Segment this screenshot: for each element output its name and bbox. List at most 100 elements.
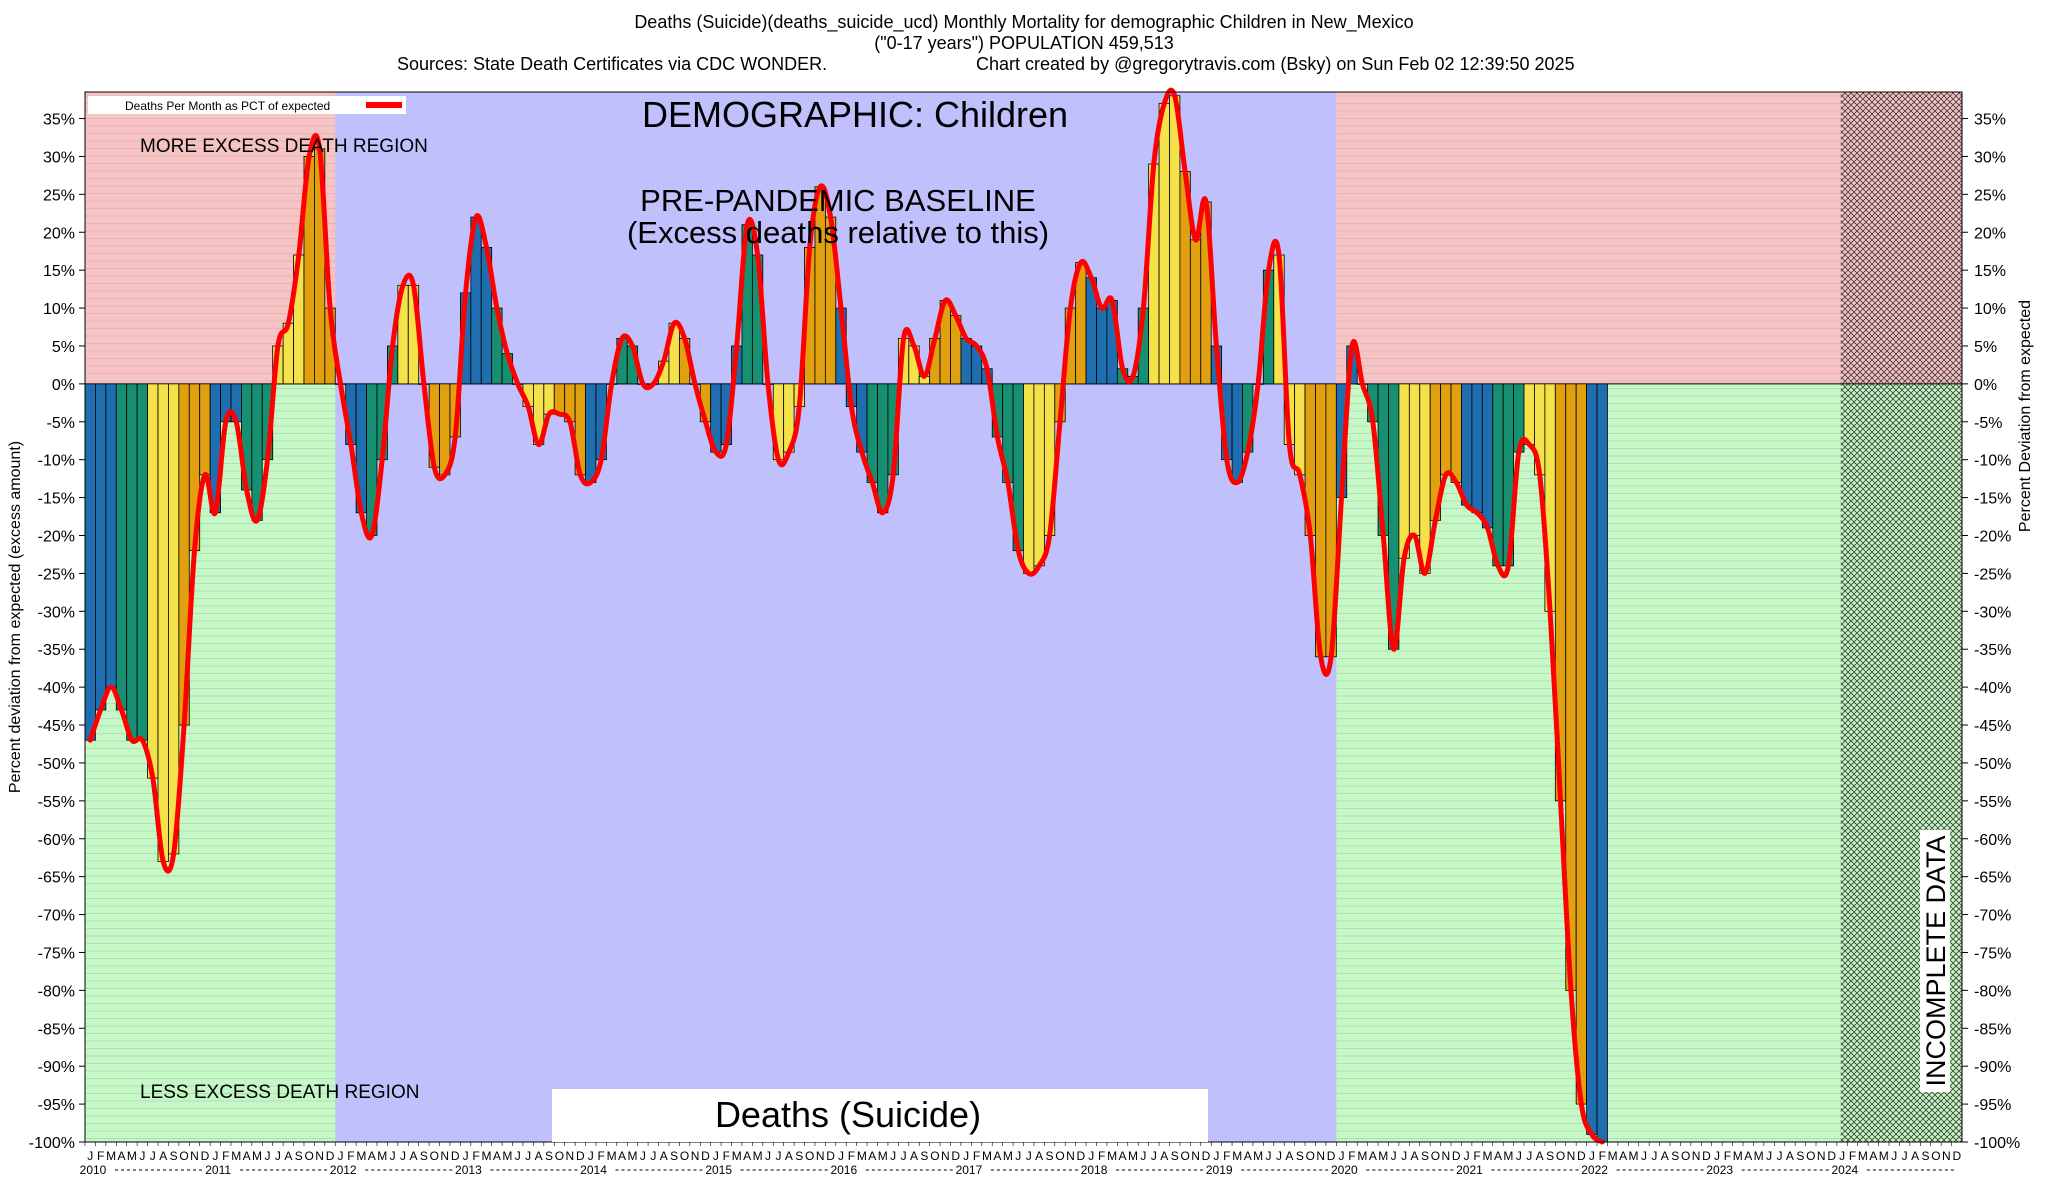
xtick-month: F [973,1149,980,1163]
baseline-label-1: PRE-PANDEMIC BASELINE [640,183,1036,218]
ytick-label-right: 20% [1974,225,2006,242]
xtick-month: F [1223,1149,1230,1163]
xtick-month: N [1441,1149,1450,1163]
sources-text: Sources: State Death Certificates via CD… [397,54,828,74]
xtick-month: N [315,1149,324,1163]
xtick-month: O [1931,1149,1940,1163]
bar-8 [168,383,180,855]
xtick-month: J [1891,1149,1897,1163]
xtick-month: D [201,1149,210,1163]
xtick-month: A [409,1149,417,1163]
xtick-month: M [1858,1149,1868,1163]
xtick-month: A [368,1149,376,1163]
xtick-month: J [400,1149,406,1163]
xtick-month: J [390,1149,396,1163]
xtick-month: A [1744,1149,1752,1163]
bar-130 [1440,383,1452,476]
ytick-label-left: -20% [38,529,75,546]
xtick-month: J [1589,1149,1595,1163]
xtick-month: D [1327,1149,1336,1163]
legend-label: Deaths Per Month as PCT of expected [125,99,330,113]
xtick-month: A [868,1149,876,1163]
ytick-label-left: 10% [43,301,75,318]
ytick-label-left: -100% [29,1135,75,1152]
ytick-label-left: 35% [43,112,75,129]
xtick-month: N [1692,1149,1701,1163]
xtick-month: J [1766,1149,1772,1163]
xtick-month: J [1651,1149,1657,1163]
xtick-month: M [1128,1149,1138,1163]
xtick-month: S [670,1149,678,1163]
xtick-month: F [1348,1149,1355,1163]
bar-48 [585,383,597,483]
ytick-label-right: -60% [1974,832,2011,849]
xtick-month: N [1316,1149,1325,1163]
xtick-year: 2019 [1206,1163,1233,1177]
ytick-label-right: -90% [1974,1059,2011,1076]
xtick-month: F [97,1149,104,1163]
ytick-label-left: 30% [43,149,75,166]
xtick-month: O [430,1149,439,1163]
ytick-label-left: -65% [38,870,75,887]
xtick-month: F [222,1149,229,1163]
demographic-title: DEMOGRAPHIC: Children [642,94,1068,135]
xtick-year: 2013 [455,1163,482,1177]
xtick-month: F [598,1149,605,1163]
xtick-month: S [1171,1149,1179,1163]
bar-135 [1492,383,1504,567]
xtick-month: S [1421,1149,1429,1163]
xtick-month: A [1911,1149,1919,1163]
ytick-label-right: -30% [1974,604,2011,621]
xtick-month: J [1516,1149,1522,1163]
xtick-month: J [139,1149,145,1163]
xtick-year: 2016 [830,1163,857,1177]
ytick-label-left: 20% [43,225,75,242]
y-axis-label-right: Percent Deviation from expected [2017,300,2034,532]
xtick-month: D [1452,1149,1461,1163]
xtick-month: M [878,1149,888,1163]
bar-1 [95,383,107,711]
xtick-month: J [1276,1149,1282,1163]
xtick-month: S [420,1149,428,1163]
xtick-month: A [1661,1149,1669,1163]
xtick-month: J [890,1149,896,1163]
xtick-month: O [179,1149,188,1163]
xtick-month: N [190,1149,199,1163]
xtick-month: S [1921,1149,1929,1163]
ytick-label-left: -30% [38,604,75,621]
ytick-label-right: -10% [1974,453,2011,470]
xtick-month: M [377,1149,387,1163]
xtick-month: J [463,1149,469,1163]
more-excess-label: MORE EXCESS DEATH REGION [140,136,428,157]
xtick-month: S [295,1149,303,1163]
xtick-month: J [1641,1149,1647,1163]
xtick-month: D [826,1149,835,1163]
xtick-month: N [1567,1149,1576,1163]
bar-116 [1294,383,1306,476]
xtick-month: A [159,1149,167,1163]
xtick-month: J [1526,1149,1532,1163]
ytick-label-left: -95% [38,1097,75,1114]
xtick-month: J [1026,1149,1032,1163]
xtick-year: 2021 [1456,1163,1483,1177]
xtick-month: M [1003,1149,1013,1163]
xtick-month: N [1817,1149,1826,1163]
xtick-month: N [1942,1149,1951,1163]
xtick-month: J [1015,1149,1021,1163]
xtick-month: J [1391,1149,1397,1163]
xtick-year: 2015 [705,1163,732,1177]
ytick-label-left: -90% [38,1059,75,1076]
xtick-month: J [1401,1149,1407,1163]
ytick-label-right: 30% [1974,149,2006,166]
xtick-month: A [284,1149,292,1163]
xtick-month: J [588,1149,594,1163]
ytick-label-left: -50% [38,756,75,773]
xtick-month: S [920,1149,928,1163]
xtick-month: A [535,1149,543,1163]
xtick-month: M [1879,1149,1889,1163]
xtick-month: S [1296,1149,1304,1163]
ytick-label-right: -55% [1974,794,2011,811]
xtick-month: J [838,1149,844,1163]
xtick-month: J [1088,1149,1094,1163]
xtick-month: O [305,1149,314,1163]
